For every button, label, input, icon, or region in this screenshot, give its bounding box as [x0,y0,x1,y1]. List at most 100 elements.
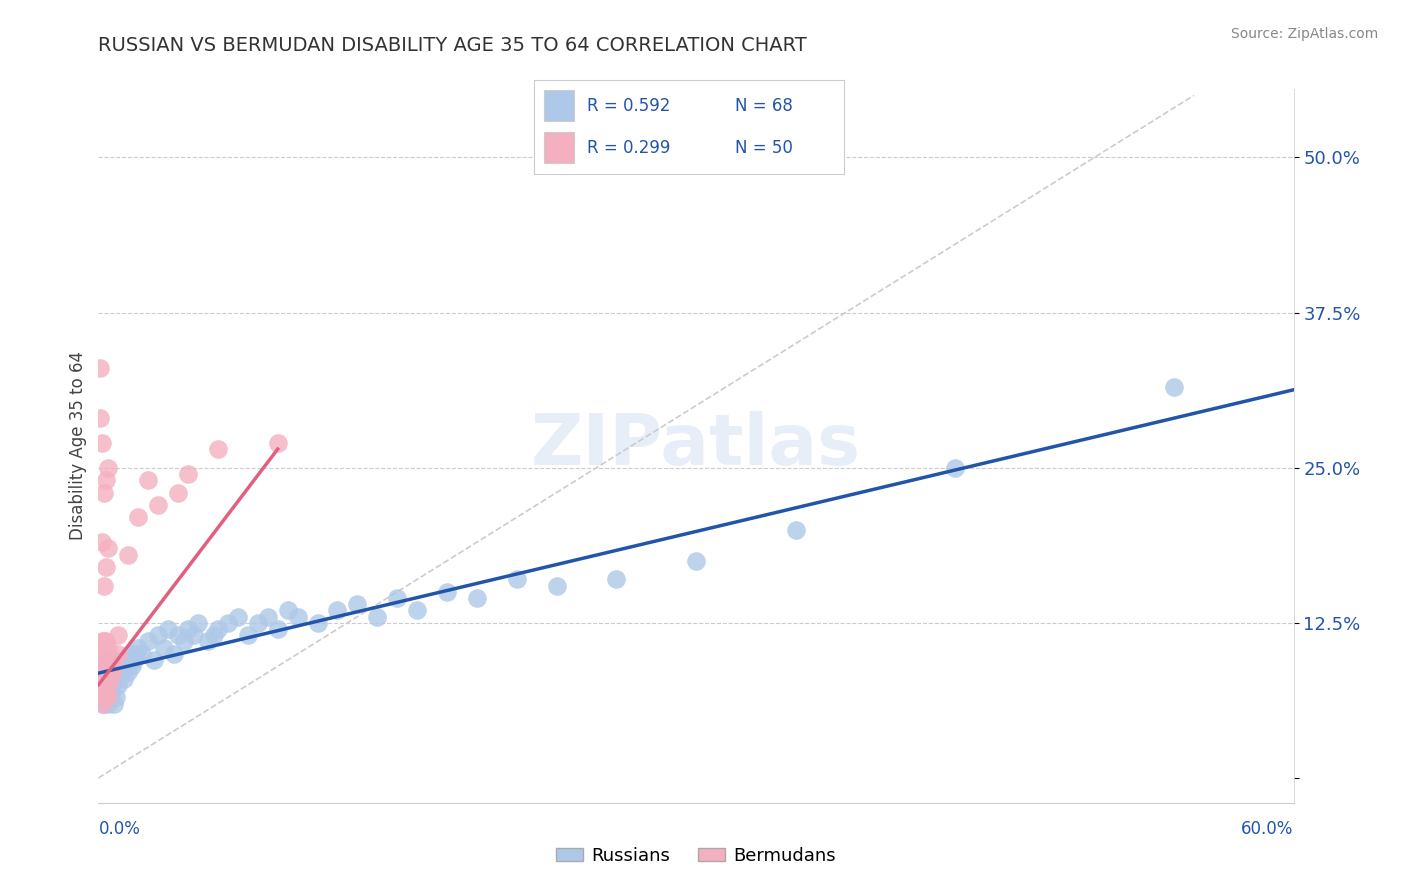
Point [91,535,114,549]
Point [157,622,180,636]
Point [246,615,269,630]
Point [89,653,111,667]
Point [91,684,114,698]
Point [307,615,329,630]
Point [96,560,118,574]
Point [96,647,118,661]
Point [506,573,529,587]
Text: N = 68: N = 68 [735,96,793,114]
Point [117,665,139,680]
Point [125,647,148,661]
FancyBboxPatch shape [544,132,575,162]
Point [173,634,195,648]
Point [101,665,124,680]
Text: Source: ZipAtlas.com: Source: ZipAtlas.com [1230,27,1378,41]
Point [103,697,125,711]
Point [546,579,568,593]
Point [326,603,349,617]
Point [406,603,429,617]
Point [943,460,966,475]
Point [277,603,299,617]
Point [685,554,707,568]
Point [96,473,118,487]
Text: R = 0.592: R = 0.592 [586,96,671,114]
Point [112,672,135,686]
Point [91,634,114,648]
Point [101,653,124,667]
Point [98,659,122,673]
Point [287,609,309,624]
Point [117,548,139,562]
Text: 0.0%: 0.0% [98,820,141,838]
Point [97,684,120,698]
Point [153,640,176,655]
Point [785,523,807,537]
Point [91,665,114,680]
Point [103,672,125,686]
Point [98,690,122,705]
Point [267,622,290,636]
FancyBboxPatch shape [544,89,575,120]
Point [177,467,200,481]
Point [163,647,186,661]
Text: 60.0%: 60.0% [1241,820,1294,838]
Point [89,684,111,698]
Point [148,628,170,642]
Point [127,510,149,524]
Point [465,591,488,605]
Point [98,672,122,686]
Legend: Russians, Bermudans: Russians, Bermudans [548,840,844,872]
Point [236,628,259,642]
Point [183,628,205,642]
Point [207,442,229,456]
Point [97,678,120,692]
Point [136,473,159,487]
Point [93,485,115,500]
Point [97,460,120,475]
Point [96,672,118,686]
Point [93,665,115,680]
Point [605,573,627,587]
Point [93,678,115,692]
Point [93,697,115,711]
Point [167,485,190,500]
Point [202,628,225,642]
Point [96,634,118,648]
Point [89,672,111,686]
Point [93,647,115,661]
Point [197,634,219,648]
Point [91,436,114,450]
Point [115,659,138,673]
Point [97,541,120,556]
Point [136,634,159,648]
Point [107,647,129,661]
Point [93,690,115,705]
Point [89,361,111,376]
Point [97,640,120,655]
Point [127,640,149,655]
Point [107,628,129,642]
Point [89,640,111,655]
Point [89,665,111,680]
Point [1163,380,1185,394]
Point [91,653,114,667]
Point [97,697,120,711]
Point [96,684,118,698]
Point [107,678,129,692]
Point [89,411,111,425]
Point [93,579,115,593]
Point [96,653,118,667]
Point [167,628,190,642]
Point [91,697,114,711]
Point [143,653,166,667]
Point [103,659,125,673]
Point [436,584,458,599]
Point [91,678,114,692]
Point [105,690,128,705]
Point [91,659,114,673]
Point [98,665,122,680]
Point [101,684,124,698]
Point [110,665,132,680]
Point [120,647,142,661]
Point [256,609,278,624]
